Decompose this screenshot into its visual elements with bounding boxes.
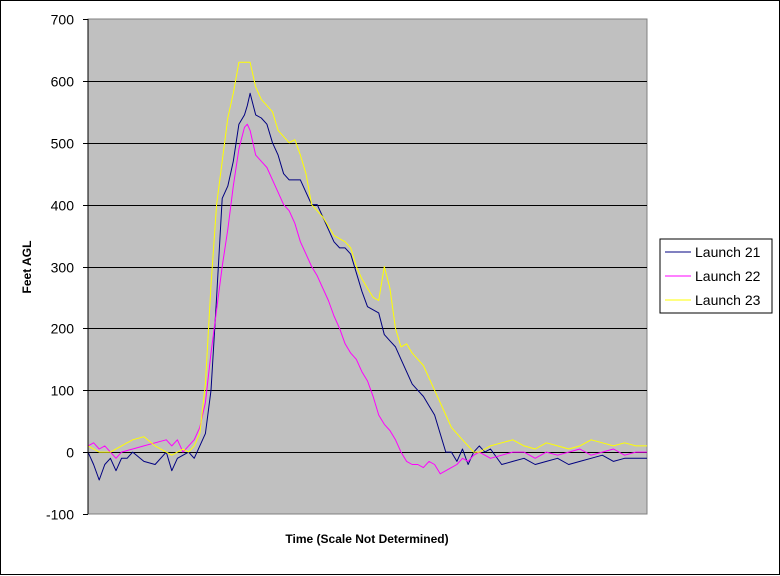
legend-label: Launch 21 — [695, 244, 761, 260]
y-axis-ticks: -100 0 100 200 300 400 500 600 700 — [46, 12, 88, 523]
plot-area — [87, 18, 648, 515]
y-tick-label: 200 — [51, 321, 75, 337]
legend-label: Launch 23 — [695, 292, 761, 308]
series-line-launch-22 — [87, 123, 647, 475]
legend: Launch 21 Launch 22 Launch 23 — [659, 238, 773, 314]
legend-label: Launch 22 — [695, 268, 761, 284]
series-lines — [87, 61, 647, 481]
y-tick-label: 300 — [51, 260, 75, 276]
y-tick-label: 500 — [51, 136, 75, 152]
y-tick-label: -100 — [46, 507, 74, 523]
series-line-launch-23 — [87, 61, 647, 456]
series-line-launch-21 — [87, 92, 647, 481]
y-tick-label: 100 — [51, 383, 75, 399]
y-tick-label: 600 — [51, 74, 75, 90]
y-axis-title: Feet AGL — [20, 241, 34, 294]
y-tick-label: 400 — [51, 198, 75, 214]
y-tick-label: 700 — [51, 12, 75, 28]
gridlines — [88, 81, 647, 453]
y-tick-label: 0 — [66, 445, 74, 461]
x-axis-title: Time (Scale Not Determined) — [285, 532, 448, 546]
